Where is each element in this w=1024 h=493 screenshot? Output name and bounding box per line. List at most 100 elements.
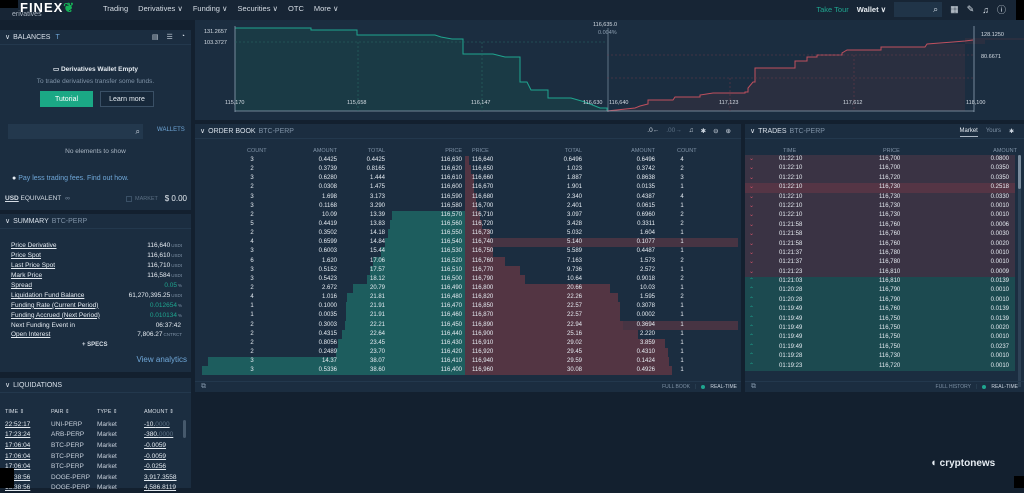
ask-row[interactable]: 116,710 3.097 0.6960 2	[465, 210, 741, 220]
bitfinex-logo[interactable]: FINEX❦	[20, 0, 76, 15]
bid-row[interactable]: 5 0.4419 13.83 116,560	[195, 219, 465, 230]
ask-row[interactable]: 116,660 1.887 0.8638 3	[465, 174, 741, 184]
liq-amount[interactable]: -0.0256	[144, 463, 167, 471]
ask-row[interactable]: 116,650 1.023 0.3742 2	[465, 165, 741, 175]
usd-equivalent-label[interactable]: USD EQUIVALENT ∞	[5, 195, 70, 202]
liq-amount[interactable]: 3,917.3558	[144, 473, 177, 481]
tag-icon[interactable]: ✎	[966, 4, 975, 14]
bid-row[interactable]: 3 0.5423 18.12 116,500	[195, 274, 465, 284]
ask-row[interactable]: 116,730 5.032 1.604 1	[465, 229, 741, 239]
bid-row[interactable]: 3 0.5152 17.57 116,510	[195, 265, 465, 275]
bid-row[interactable]: 2 0.4315 22.64 116,440	[195, 329, 465, 339]
realtime-toggle[interactable]: REAL-TIME	[710, 384, 737, 390]
liquidation-row[interactable]: 22:52:17 UNI-PERP Market -10.0000	[5, 419, 180, 430]
chevron-down-icon[interactable]: ∨	[5, 382, 11, 389]
ask-row[interactable]: 116,720 3.428 0.3311 2	[465, 219, 741, 230]
bell-icon[interactable]: ♫	[688, 127, 694, 134]
chevron-down-icon[interactable]: ∨	[750, 128, 756, 135]
pay-less-fees-link[interactable]: ● Pay less trading fees. Find out how.	[12, 175, 129, 182]
bid-row[interactable]: 3 14.37 38.07 116,410	[195, 357, 465, 367]
zoom-out-icon[interactable]: ⊖	[713, 128, 719, 135]
bid-row[interactable]: 3 0.6280 1.444 116,610	[250, 175, 462, 182]
summary-label[interactable]: Price Derivative	[11, 242, 57, 250]
specs-toggle[interactable]: + SPECS	[82, 342, 108, 348]
take-tour-link[interactable]: Take Tour	[816, 5, 849, 14]
pie-view-icon[interactable]: ◔	[180, 33, 185, 40]
liq-amount[interactable]: -380.0000	[144, 431, 174, 439]
chevron-down-icon[interactable]: ∨	[200, 128, 206, 135]
liquidation-row[interactable]: 17:06:04 BTC-PERP Market -0.0059	[5, 451, 180, 462]
trades-scrollbar[interactable]	[1018, 155, 1021, 387]
liq-time[interactable]: 17:06:04	[5, 463, 31, 471]
popout-icon[interactable]: ⧉	[201, 383, 206, 390]
summary-label[interactable]: Spread	[11, 282, 32, 289]
ask-row[interactable]: 116,920 29.45 0.4310 1	[465, 347, 741, 358]
wallet-menu[interactable]: Wallet ∨	[856, 5, 887, 14]
liq-time[interactable]: 17:06:04	[5, 441, 31, 449]
summary-label[interactable]: Last Price Spot	[11, 262, 56, 270]
liq-time[interactable]: 22:52:17	[5, 420, 31, 428]
summary-label[interactable]: Open Interest	[11, 331, 51, 339]
col-pair[interactable]: PAIR ⇕	[51, 409, 70, 415]
nav-securities[interactable]: Securities ∨	[237, 4, 279, 13]
ask-row[interactable]: 116,890 22.94 0.3694 1	[465, 320, 741, 330]
help-icon[interactable]: ⓘ	[996, 5, 1006, 15]
ask-row[interactable]: 116,910 29.02 3.859 1	[465, 338, 741, 348]
wallets-link[interactable]: WALLETS	[157, 127, 185, 133]
ask-row[interactable]: 116,700 2.401 0.0615 1	[465, 201, 741, 211]
ask-row[interactable]: 116,800 20.66 10.03 1	[465, 283, 741, 294]
increase-precision-icon[interactable]: .00→	[666, 127, 682, 134]
nav-derivatives[interactable]: Derivatives ∨	[138, 4, 183, 13]
gear-icon[interactable]: ✱	[700, 128, 707, 135]
bid-row[interactable]: 6 1.620 17.06 116,520	[195, 256, 465, 266]
learn-more-button[interactable]: Learn more	[100, 91, 154, 107]
bid-row[interactable]: 4 1.016 21.81 116,480	[195, 293, 465, 303]
ask-row[interactable]: 116,680 2.340 0.4387 4	[465, 192, 741, 202]
bid-row[interactable]: 3 1.698 3.173 116,590	[250, 193, 462, 200]
chevron-down-icon[interactable]: ∨	[5, 218, 11, 225]
apps-icon[interactable]: ▦	[950, 4, 959, 14]
liq-time[interactable]: 17:06:04	[5, 452, 31, 460]
bid-row[interactable]: 1 0.0035 21.91 116,460	[195, 311, 465, 321]
summary-label[interactable]: Funding Rate (Current Period)	[11, 301, 99, 309]
realtime-toggle[interactable]: REAL-TIME	[991, 384, 1018, 390]
ask-row[interactable]: 116,820 22.26 1.595 2	[465, 293, 741, 303]
bid-row[interactable]: 3 0.4425 0.4425 116,630	[250, 157, 462, 163]
ask-row[interactable]: 116,770 9.736 2.572 1	[465, 265, 741, 275]
nav-trading[interactable]: Trading	[103, 4, 129, 13]
order-book-header[interactable]: ∨ ORDER BOOK BTC-PERP	[195, 124, 741, 139]
ask-row[interactable]: 116,760 7.163 1.573 2	[465, 256, 741, 266]
bell-icon[interactable]: ♫	[982, 4, 989, 15]
ask-row[interactable]: 116,750 5.589 0.4487 1	[465, 247, 741, 257]
global-search-input[interactable]: ⌕	[894, 2, 943, 17]
liq-amount[interactable]: -0.0059	[144, 452, 167, 460]
bid-row[interactable]: 1 0.1000 21.91 116,470	[195, 302, 465, 312]
summary-label[interactable]: Liquidation Fund Balance	[11, 291, 85, 299]
bid-row[interactable]: 2 0.3502 14.18 116,550	[195, 229, 465, 239]
liquidations-scrollbar[interactable]	[183, 420, 186, 438]
liq-time[interactable]: 17:23:24	[5, 431, 31, 439]
bid-row[interactable]: 2 0.8056 23.45 116,430	[195, 338, 465, 348]
col-amount[interactable]: AMOUNT ⇕	[144, 409, 174, 415]
full-book-link[interactable]: FULL BOOK	[662, 384, 691, 390]
summary-label[interactable]: Price Spot	[11, 252, 41, 260]
decrease-precision-icon[interactable]: .0←	[647, 127, 660, 134]
ask-row[interactable]: 116,870 22.57 0.0002 1	[465, 311, 741, 321]
summary-header[interactable]: ∨ SUMMARY BTC-PERP	[0, 214, 191, 229]
summary-label[interactable]: Funding Accrued (Next Period)	[11, 311, 100, 319]
bid-row[interactable]: 3 0.6003 15.44 116,530	[195, 247, 465, 257]
tab-market[interactable]: Market	[959, 128, 978, 137]
link-icon[interactable]: ∞	[65, 195, 70, 202]
market-checkbox[interactable]: MARKET	[126, 196, 158, 202]
bid-row[interactable]: 3 0.1168 3.290 116,580	[250, 202, 462, 209]
tutorial-button[interactable]: Tutorial	[40, 91, 93, 107]
col-time[interactable]: TIME ⇕	[5, 409, 25, 415]
liquidation-row[interactable]: 17:06:04 BTC-PERP Market -0.0059	[5, 440, 180, 451]
bid-row[interactable]: 2 10.09 13.39 116,570	[195, 210, 465, 220]
ask-row[interactable]: 116,670 1.901 0.0135 1	[465, 183, 741, 193]
nav-otc[interactable]: OTC	[288, 4, 304, 13]
bid-row[interactable]: 2 0.3739 0.8165 116,620	[250, 166, 462, 173]
list-view-icon[interactable]: ☰	[166, 34, 173, 41]
popout-icon[interactable]: ⧉	[751, 383, 756, 390]
zoom-in-icon[interactable]: ⊕	[725, 128, 731, 135]
